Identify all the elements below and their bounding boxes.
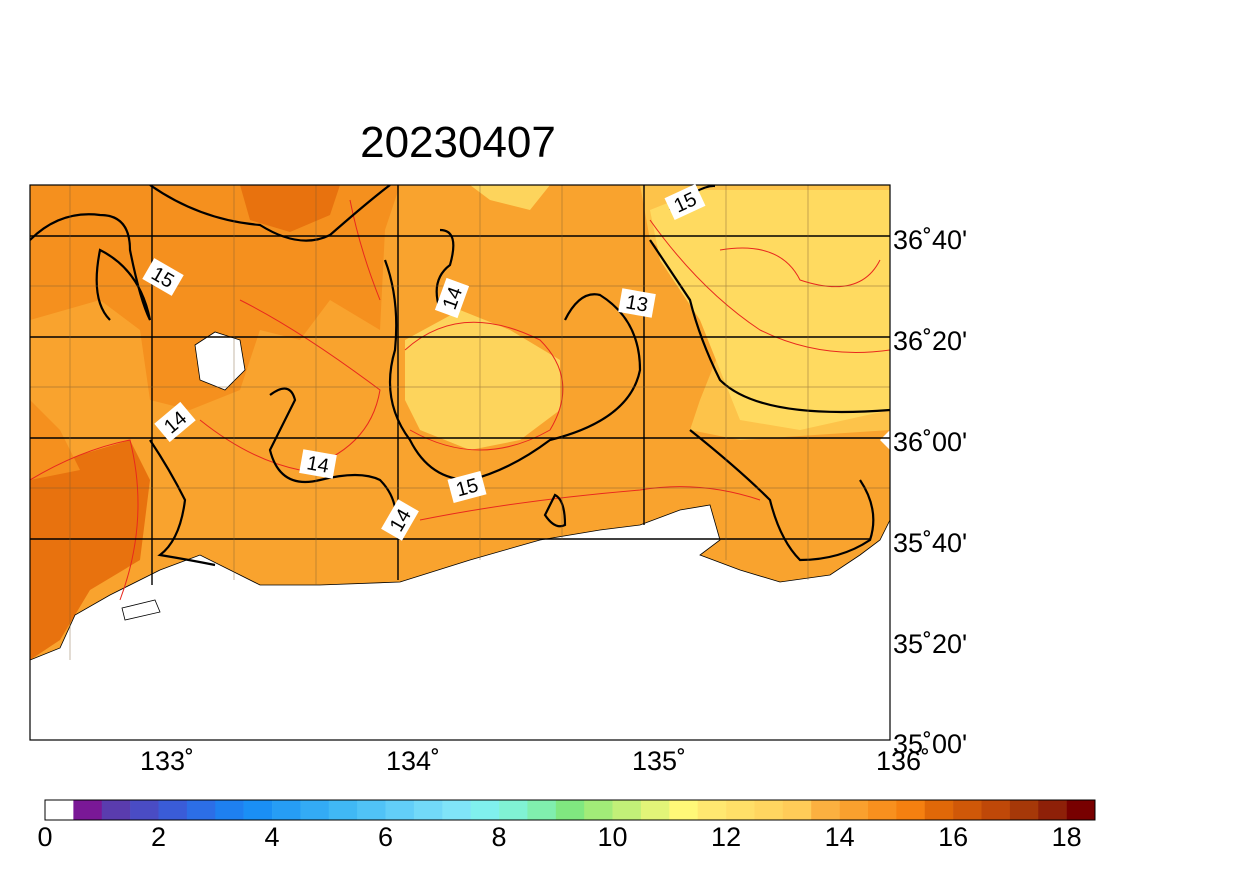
lon-label: 133˚ <box>140 746 194 776</box>
colorbar-box <box>300 800 330 820</box>
colorbar-box <box>640 800 670 820</box>
colorbar-box <box>73 800 103 820</box>
colorbar-box <box>328 800 358 820</box>
graticule-minor <box>30 185 890 660</box>
colorbar-box <box>130 800 159 820</box>
graticule <box>30 185 890 585</box>
map-frame <box>29 184 891 741</box>
island <box>194 331 246 391</box>
colorbar-box <box>754 800 784 820</box>
label-box <box>618 288 656 318</box>
colorbar-box <box>867 800 897 820</box>
colorbar-box <box>45 800 74 820</box>
colorbar-tick-label: 14 <box>825 822 855 852</box>
island <box>121 599 161 621</box>
colorbar-box <box>697 800 727 820</box>
lat-label: 35˚20' <box>893 629 967 659</box>
cool-region <box>650 190 890 430</box>
label-box <box>154 401 196 443</box>
lat-label: 36˚00' <box>893 427 967 457</box>
colorbar-tick-label: 18 <box>1052 822 1082 852</box>
colorbar-box <box>782 800 812 820</box>
land <box>30 504 890 740</box>
colorbar-box <box>584 800 613 820</box>
colorbar-tick-label: 6 <box>378 822 393 852</box>
colorbar-box <box>726 800 755 820</box>
colorbar-box <box>612 800 642 820</box>
colorbar-box <box>385 800 415 820</box>
cool-region <box>405 310 560 450</box>
colorbar-box <box>1066 800 1096 820</box>
colorbar-box <box>158 800 188 820</box>
colorbar-box <box>811 800 840 820</box>
colorbar-tick-label: 4 <box>265 822 280 852</box>
lat-label: 35˚00' <box>893 729 967 759</box>
lat-label: 35˚40' <box>893 528 967 558</box>
colorbar-box <box>1009 800 1039 820</box>
colorbar-box <box>527 800 557 820</box>
colorbar: 0 2 4 6 8 10 12 14 16 18 <box>37 799 1096 852</box>
colorbar-tick-label: 10 <box>598 822 628 852</box>
contour-label-text: 14 <box>305 452 331 478</box>
colorbar-box <box>442 800 471 820</box>
label-box <box>381 499 419 541</box>
colorbar-box <box>413 800 443 820</box>
colorbar-box <box>215 800 244 820</box>
warm-region <box>240 185 340 232</box>
colorbar-box <box>896 800 926 820</box>
colorbar-box <box>499 800 528 820</box>
lat-label: 36˚20' <box>893 326 967 356</box>
warm-region <box>30 440 150 660</box>
axis-labels: 133˚ 134˚ 135˚ 136˚ 36˚40' 36˚20' 36˚00' 35˚40'… <box>140 225 967 776</box>
lon-label: 134˚ <box>386 746 440 776</box>
colorbar-box <box>555 800 585 820</box>
map <box>30 185 890 740</box>
colorbar-box <box>953 800 982 820</box>
label-box <box>142 258 184 296</box>
contour-label-text: 13 <box>624 291 650 317</box>
colorbar-box <box>669 800 699 820</box>
cool-region <box>470 185 550 210</box>
colorbar-tick-label: 2 <box>151 822 166 852</box>
colorbar-box <box>272 800 301 820</box>
colorbar-box <box>243 800 273 820</box>
colorbar-box <box>924 800 954 820</box>
land <box>880 430 890 450</box>
lon-label: 136˚ <box>876 746 930 776</box>
label-box <box>664 183 706 221</box>
colorbar-tick-label: 16 <box>938 822 968 852</box>
contours-thin <box>30 199 890 601</box>
colorbar-box <box>186 800 216 820</box>
lon-label: 135˚ <box>632 746 686 776</box>
contour-label: 15 <box>447 471 487 503</box>
lat-label: 36˚40' <box>893 225 967 255</box>
colorbar-tick-label: 12 <box>711 822 741 852</box>
contour-label: 13 <box>618 288 656 318</box>
colorbar-frame <box>44 799 1096 821</box>
colorbar-box <box>839 800 869 820</box>
colorbar-box <box>357 800 386 820</box>
colorbar-tick-label: 8 <box>492 822 507 852</box>
colorbar-tick-label: 0 <box>37 822 52 852</box>
contour-label: 14 <box>299 449 337 479</box>
title: 20230407 <box>360 118 556 167</box>
colorbar-box <box>1038 800 1067 820</box>
colorbar-box <box>470 800 500 820</box>
colorbar-box <box>981 800 1011 820</box>
colorbar-box <box>101 800 131 820</box>
label-box <box>447 471 487 503</box>
label-box <box>434 277 470 319</box>
label-box <box>299 449 337 479</box>
